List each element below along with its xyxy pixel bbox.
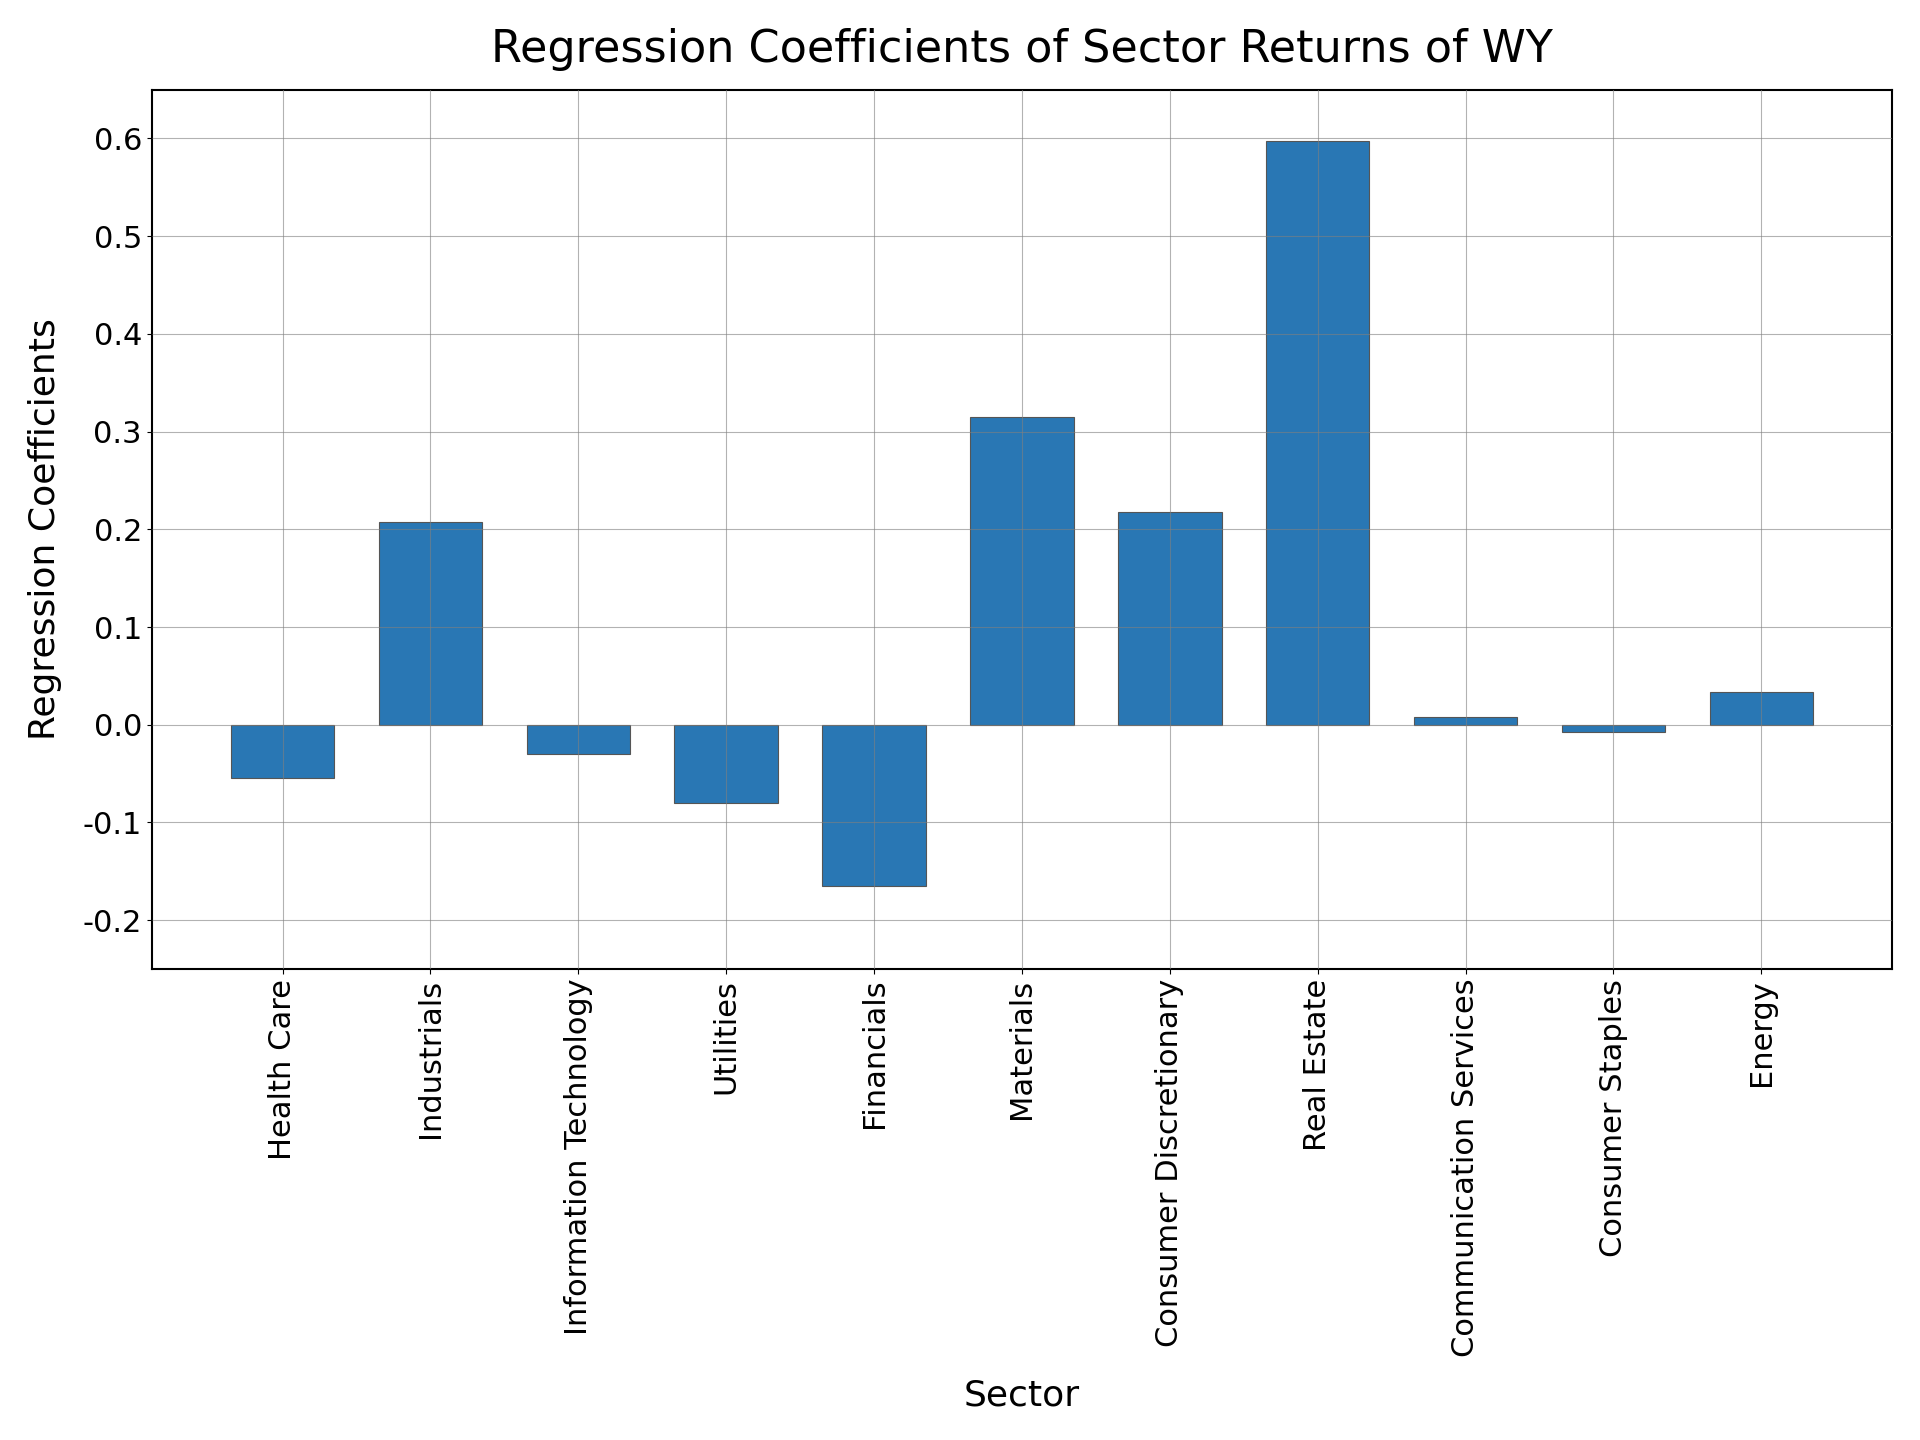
Bar <box>230 724 334 779</box>
Bar <box>1117 511 1221 724</box>
Bar <box>822 724 925 886</box>
Bar <box>378 523 482 724</box>
Bar <box>526 724 630 755</box>
X-axis label: Sector: Sector <box>964 1378 1081 1413</box>
Bar <box>1709 693 1812 724</box>
Bar <box>970 418 1073 724</box>
Bar <box>1265 141 1369 724</box>
Bar <box>1561 724 1665 732</box>
Bar <box>674 724 778 804</box>
Y-axis label: Regression Coefficients: Regression Coefficients <box>27 318 61 740</box>
Bar <box>1413 717 1517 724</box>
Title: Regression Coefficients of Sector Returns of WY: Regression Coefficients of Sector Return… <box>492 27 1553 71</box>
